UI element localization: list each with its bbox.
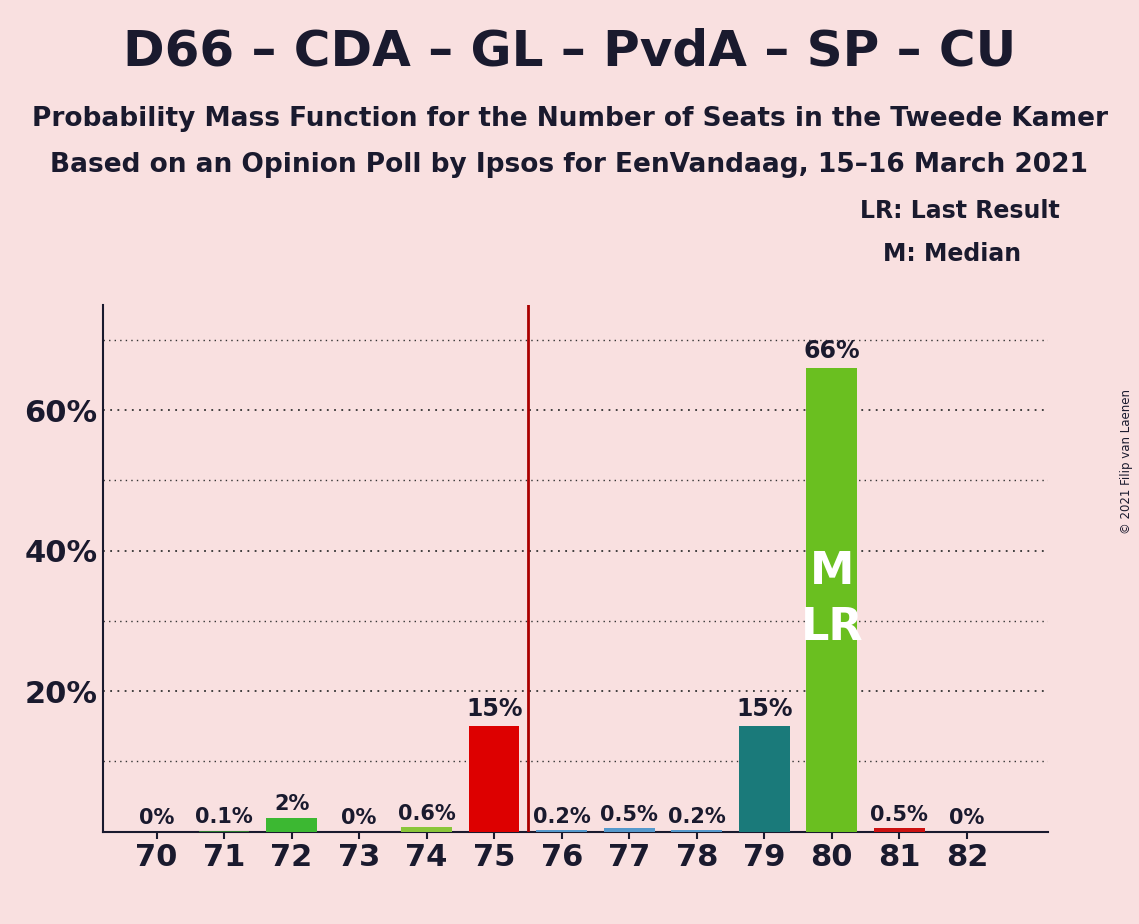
Text: 15%: 15% (736, 697, 793, 721)
Text: 0%: 0% (342, 808, 377, 828)
Text: 2%: 2% (273, 794, 310, 814)
Text: M: Median: M: Median (883, 242, 1021, 266)
Text: 15%: 15% (466, 697, 523, 721)
Text: LR: LR (801, 606, 863, 650)
Text: 0.2%: 0.2% (533, 807, 590, 827)
Bar (469, 726, 519, 832)
Text: 66%: 66% (803, 338, 860, 362)
Bar (604, 828, 655, 832)
Text: Based on an Opinion Poll by Ipsos for EenVandaag, 15–16 March 2021: Based on an Opinion Poll by Ipsos for Ee… (50, 152, 1089, 178)
Bar (874, 828, 925, 832)
Text: D66 – CDA – GL – PvdA – SP – CU: D66 – CDA – GL – PvdA – SP – CU (123, 28, 1016, 76)
Text: 0.5%: 0.5% (600, 805, 658, 824)
Text: 0%: 0% (949, 808, 984, 828)
Text: 0.6%: 0.6% (398, 804, 456, 824)
Bar (536, 830, 587, 832)
Text: Probability Mass Function for the Number of Seats in the Tweede Kamer: Probability Mass Function for the Number… (32, 106, 1107, 132)
Bar (806, 368, 858, 832)
Text: 0.2%: 0.2% (667, 807, 726, 827)
Bar (739, 726, 789, 832)
Text: © 2021 Filip van Laenen: © 2021 Filip van Laenen (1121, 390, 1133, 534)
Bar (401, 827, 452, 832)
Text: 0.5%: 0.5% (870, 805, 928, 824)
Bar (267, 818, 317, 832)
Bar (671, 830, 722, 832)
Text: 0%: 0% (139, 808, 174, 828)
Text: LR: Last Result: LR: Last Result (860, 199, 1059, 223)
Text: M: M (810, 551, 854, 593)
Text: 0.1%: 0.1% (195, 808, 253, 827)
